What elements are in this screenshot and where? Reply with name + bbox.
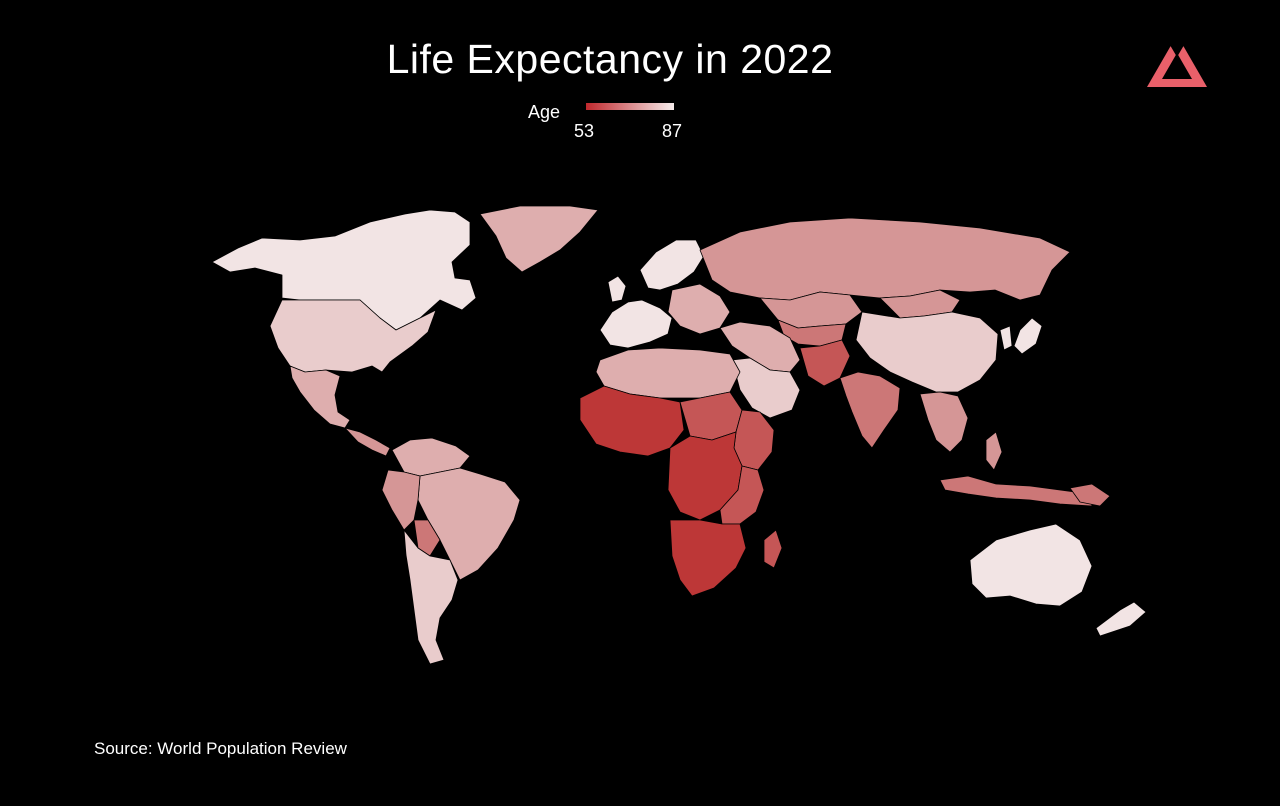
region-central-america <box>344 427 391 457</box>
region-arabia <box>731 357 801 419</box>
page-title: Life Expectancy in 2022 <box>386 36 834 82</box>
source-caption: Source: World Population Review <box>94 739 347 758</box>
legend-min-value: 53 <box>574 121 595 141</box>
logo-triangle-cutout <box>1162 53 1192 79</box>
logo-top-notch <box>1164 35 1190 57</box>
legend-max-value: 87 <box>662 121 683 141</box>
region-papua <box>1069 483 1111 507</box>
region-australia <box>969 523 1093 607</box>
region-japan <box>1013 317 1043 355</box>
legend: Age 53 87 <box>520 100 700 145</box>
region-eastern-europe <box>667 283 731 335</box>
region-china <box>855 311 999 393</box>
region-scandinavia <box>639 239 705 291</box>
region-korea <box>999 325 1013 351</box>
region-western-europe <box>599 299 673 349</box>
region-turkey-iran <box>719 321 801 373</box>
region-mexico <box>289 365 351 429</box>
region-philippines <box>985 431 1003 471</box>
region-southeast-asia <box>919 391 969 453</box>
region-afghanistan-pakistan <box>799 339 851 387</box>
region-southern-africa <box>669 519 747 597</box>
region-canada <box>211 209 477 331</box>
legend-color-bar <box>586 103 674 110</box>
brand-logo-icon <box>1147 35 1207 87</box>
region-russia <box>699 217 1071 301</box>
region-uk <box>607 275 627 303</box>
region-argentina-chile <box>403 529 459 665</box>
region-new-zealand <box>1095 601 1147 637</box>
region-bolivia <box>413 519 441 557</box>
region-indonesia <box>939 475 1093 507</box>
region-madagascar <box>763 529 783 569</box>
region-india <box>839 371 901 449</box>
legend-title: Age <box>528 102 561 122</box>
region-west-africa <box>579 385 685 457</box>
region-greenland <box>479 205 599 273</box>
